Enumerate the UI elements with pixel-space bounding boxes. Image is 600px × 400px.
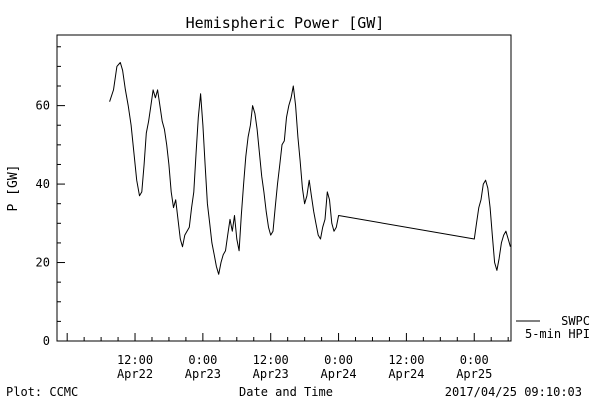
x-tick-date-label: Apr23 bbox=[253, 367, 289, 381]
series-group bbox=[109, 62, 511, 275]
x-axis-label: Date and Time bbox=[239, 385, 333, 399]
legend-entry: SWPC bbox=[561, 314, 590, 328]
legend-entry: 5-min HPI bbox=[525, 327, 590, 341]
footer-timestamp: 2017/04/25 09:10:03 bbox=[445, 385, 582, 399]
y-tick-label: 20 bbox=[36, 256, 50, 270]
plot-frame bbox=[56, 34, 512, 342]
x-tick-time-label: 0:00 bbox=[460, 353, 489, 367]
x-tick-date-label: Apr25 bbox=[456, 367, 492, 381]
x-axis: 12:00Apr220:00Apr2312:00Apr230:00Apr2412… bbox=[66, 333, 509, 381]
x-tick-time-label: 0:00 bbox=[324, 353, 353, 367]
x-tick-time-label: 12:00 bbox=[388, 353, 424, 367]
y-tick-label: 0 bbox=[43, 334, 50, 348]
chart-title: Hemispheric Power [GW] bbox=[186, 14, 385, 32]
series-line-swpc bbox=[109, 62, 511, 275]
y-axis: 0 20 40 60 bbox=[36, 46, 65, 348]
y-axis-label: P [GW] bbox=[6, 165, 21, 212]
x-tick-time-label: 12:00 bbox=[253, 353, 289, 367]
x-tick-date-label: Apr24 bbox=[320, 367, 356, 381]
x-tick-time-label: 12:00 bbox=[117, 353, 153, 367]
footer-plot-credit: Plot: CCMC bbox=[6, 385, 78, 399]
y-tick-label: 60 bbox=[36, 99, 50, 113]
y-tick-label: 40 bbox=[36, 177, 50, 191]
x-tick-date-label: Apr22 bbox=[117, 367, 153, 381]
x-tick-date-label: Apr23 bbox=[185, 367, 221, 381]
x-tick-time-label: 0:00 bbox=[188, 353, 217, 367]
x-tick-date-label: Apr24 bbox=[388, 367, 424, 381]
